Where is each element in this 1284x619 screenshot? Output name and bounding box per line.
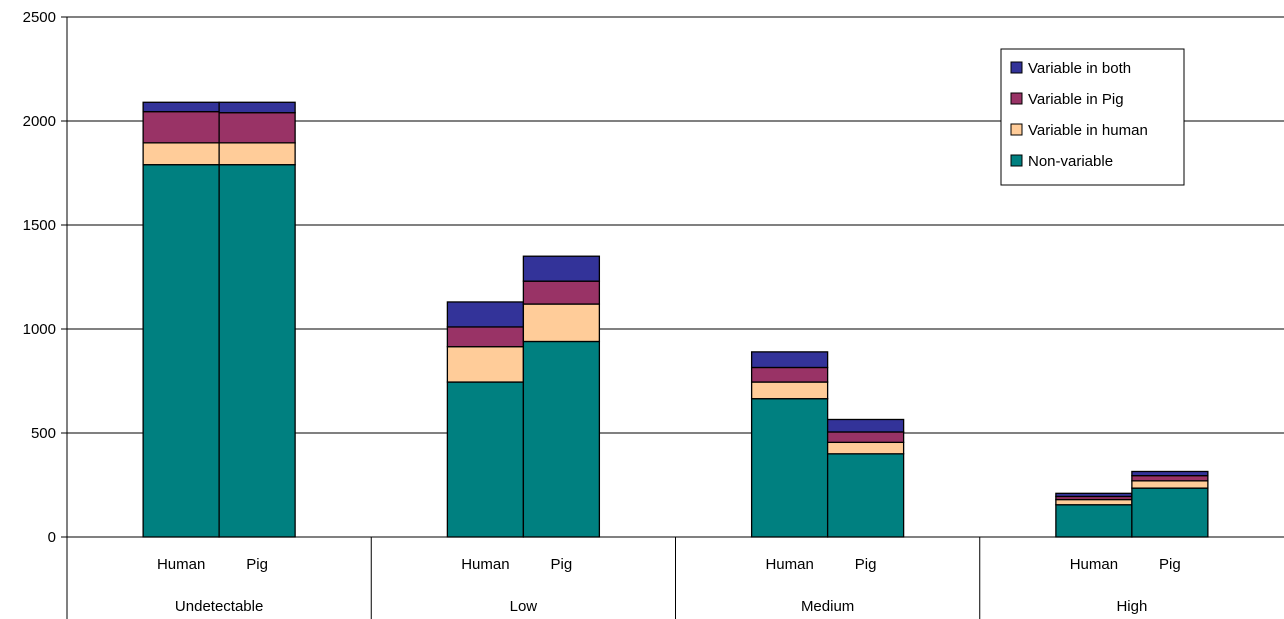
bar-segment-variable-in-both xyxy=(1055,492,1133,498)
bar-segment-non-variable xyxy=(446,381,525,538)
bar-segment-non-variable xyxy=(750,398,829,538)
bar-segment-variable-in-both xyxy=(522,255,601,282)
legend-swatch xyxy=(1010,92,1023,105)
bar-segment-variable-in-human xyxy=(522,303,601,343)
axes: 0 500 1000 1500 2000 2500 Undetectable Human Pig… xyxy=(23,9,1284,619)
bar-segment-variable-in-pig xyxy=(522,280,601,305)
bar-segment-non-variable xyxy=(522,340,601,538)
sub-label-human: Human xyxy=(157,556,205,573)
bar-segment-variable-in-pig xyxy=(218,112,296,144)
sub-label-human: Human xyxy=(765,556,813,573)
bar-segment-variable-in-both xyxy=(1131,470,1209,477)
bar-segment-non-variable xyxy=(1055,504,1133,538)
y-tick-label: 0 xyxy=(48,529,56,546)
bar-segment-variable-in-human xyxy=(826,441,905,455)
y-tick-label: 1500 xyxy=(23,217,56,234)
legend-swatch xyxy=(1010,123,1023,136)
bar-segment-variable-in-human xyxy=(142,142,220,166)
sub-label-human: Human xyxy=(461,556,509,573)
sub-label-human: Human xyxy=(1070,556,1118,573)
legend-swatch xyxy=(1010,61,1023,74)
group-label-high: High xyxy=(1116,598,1147,615)
sub-label-pig: Pig xyxy=(246,556,268,573)
y-tick-label: 2000 xyxy=(23,113,56,130)
bar-segment-variable-in-pig xyxy=(750,366,829,383)
group-label-medium: Medium xyxy=(801,598,854,615)
bar-segment-variable-in-pig xyxy=(142,110,220,144)
sub-label-pig: Pig xyxy=(551,556,573,573)
y-tick-label: 2500 xyxy=(23,9,56,26)
legend-swatch xyxy=(1010,154,1023,167)
bar-segment-variable-in-human xyxy=(446,346,525,383)
bars xyxy=(142,101,1209,538)
legend: Variable in both Variable in Pig Variable … xyxy=(1000,48,1185,186)
bar-segment-variable-in-human xyxy=(1055,498,1133,506)
bar-segment-variable-in-pig xyxy=(826,431,905,444)
bar-segment-variable-in-human xyxy=(1131,480,1209,489)
bar-segment-variable-in-both xyxy=(826,418,905,433)
group-label-undetectable: Undetectable xyxy=(175,598,263,615)
legend-label: Non-variable xyxy=(1028,153,1113,170)
legend-label: Variable in human xyxy=(1028,122,1148,139)
legend-label: Variable in both xyxy=(1028,60,1131,77)
bar-segment-variable-in-pig xyxy=(446,326,525,348)
bar-segment-variable-in-both xyxy=(750,351,829,369)
bar-segment-non-variable xyxy=(218,164,296,538)
bar-segment-variable-in-human xyxy=(218,142,296,166)
bar-segment-variable-in-human xyxy=(750,381,829,400)
y-tick-label: 500 xyxy=(31,425,56,442)
y-tick-label: 1000 xyxy=(23,321,56,338)
legend-box xyxy=(1000,48,1185,186)
bar-segment-non-variable xyxy=(142,164,220,538)
bar-segment-variable-in-both xyxy=(218,101,296,114)
legend-label: Variable in Pig xyxy=(1028,91,1124,108)
bar-segment-non-variable xyxy=(826,453,905,538)
sub-label-pig: Pig xyxy=(1159,556,1181,573)
bar-segment-variable-in-pig xyxy=(1131,474,1209,482)
bar-segment-non-variable xyxy=(1131,487,1209,538)
bar-segment-variable-in-both xyxy=(446,301,525,328)
sub-label-pig: Pig xyxy=(855,556,877,573)
group-label-low: Low xyxy=(510,598,538,615)
bar-segment-variable-in-both xyxy=(142,101,220,113)
